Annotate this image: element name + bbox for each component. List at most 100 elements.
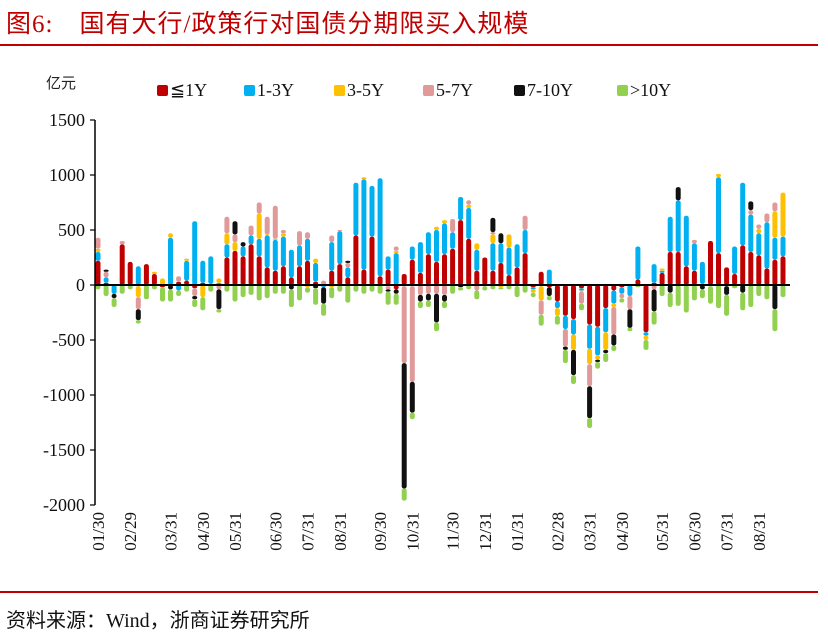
bar-segment — [361, 285, 367, 294]
bar-segment — [611, 303, 617, 307]
bar-segment — [442, 254, 447, 285]
bar-segment — [160, 287, 165, 302]
bar-segment — [417, 301, 423, 309]
bar-segment — [409, 412, 415, 420]
bar-segment — [691, 270, 697, 285]
bar-segment — [538, 314, 544, 326]
bar-segment — [361, 177, 367, 180]
legend-label: 5-7Y — [436, 80, 473, 100]
bar-segment — [716, 177, 721, 254]
bar-segment — [280, 266, 286, 285]
bar-segment — [305, 287, 310, 293]
bar-segment — [329, 287, 335, 299]
bar-segment — [168, 237, 173, 285]
bar-segment — [635, 279, 641, 285]
bar-segment — [780, 285, 786, 298]
bar-segment — [506, 234, 512, 248]
bar-segment — [643, 285, 649, 333]
x-tick-label: 07/31 — [718, 512, 737, 551]
bar-segment — [288, 277, 294, 285]
bar-segment — [442, 223, 447, 255]
bar-segment — [554, 308, 560, 316]
bar-segment — [224, 233, 230, 245]
bar-segment — [522, 285, 528, 293]
bar-segment — [627, 309, 633, 328]
y-axis-unit-label: 亿元 — [46, 76, 77, 92]
bar-segment — [587, 348, 593, 365]
bar-segment — [611, 307, 617, 335]
bar-segment — [425, 254, 431, 285]
bar-segment — [425, 293, 431, 301]
legend-item: 5-7Y — [423, 80, 473, 101]
bar-segment — [321, 287, 327, 304]
bar-segment — [611, 345, 617, 351]
bar-segment — [490, 270, 496, 285]
bar-segment — [434, 226, 439, 230]
bar-segment — [297, 285, 302, 301]
bar-segment — [538, 300, 544, 315]
bar-segment — [232, 221, 238, 235]
bar-segment — [232, 242, 238, 251]
bar-segment — [240, 242, 246, 247]
bar-segment — [280, 285, 286, 294]
x-tick-label: 03/31 — [581, 512, 600, 551]
bar-segment — [224, 244, 230, 258]
bar-segment — [740, 182, 746, 246]
bar-segment — [772, 285, 778, 310]
bar-segment — [732, 274, 738, 285]
bar-segment — [280, 236, 286, 267]
bar-segment — [111, 285, 117, 294]
legend-item: ≦1Y — [157, 80, 207, 101]
bar-segment — [571, 285, 576, 320]
bar-segment — [611, 285, 617, 291]
bar-segment — [305, 238, 310, 261]
bar-segment — [192, 296, 198, 300]
bar-segment — [288, 285, 294, 290]
bar-segment — [595, 355, 601, 360]
bar-segment — [651, 289, 657, 312]
bar-segment — [119, 285, 125, 294]
bar-segment — [401, 286, 407, 364]
bar-segment — [385, 286, 391, 290]
source-note: 资料来源：Wind，浙商证券研究所 — [6, 610, 310, 632]
bar-segment — [474, 270, 480, 285]
bar-segment — [474, 285, 480, 291]
bar-segment — [240, 285, 246, 298]
bar-segment — [401, 363, 407, 489]
title-rule — [0, 44, 818, 46]
bar-segment — [490, 234, 496, 244]
bar-segment — [111, 293, 117, 299]
bar-segment — [699, 285, 705, 290]
bar-segment — [353, 182, 359, 236]
bar-segment — [699, 261, 705, 284]
bar-segment — [143, 285, 149, 300]
bar-segment — [248, 285, 254, 295]
bar-segment — [458, 197, 464, 221]
bar-segment — [385, 256, 391, 270]
bar-segment — [603, 353, 609, 362]
bar-segment — [272, 270, 278, 285]
bar-segment — [643, 335, 649, 340]
bar-segment — [498, 263, 504, 285]
bar-segment — [95, 252, 101, 261]
legend-swatch — [157, 85, 168, 96]
bar-segment — [434, 285, 439, 294]
x-tick-label: 10/31 — [403, 512, 422, 551]
x-tick-label: 12/31 — [476, 512, 495, 551]
y-tick-label: 500 — [58, 220, 85, 240]
x-tick-label: 06/30 — [266, 512, 285, 551]
bar-segment — [151, 271, 157, 274]
bar-segment — [748, 252, 754, 285]
bar-segment — [571, 334, 576, 350]
bar-segment — [393, 293, 399, 305]
bar-segment — [168, 285, 173, 290]
bar-segment — [353, 285, 359, 292]
bar-segment — [522, 215, 528, 230]
bar-segment — [490, 232, 496, 235]
bar-segment — [740, 285, 746, 293]
bar-segment — [675, 200, 681, 252]
legend-label: 7-10Y — [527, 80, 573, 100]
bar-segment — [216, 285, 222, 290]
bar-segment — [216, 309, 222, 313]
